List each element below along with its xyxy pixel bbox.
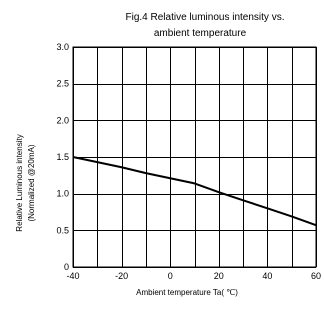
x-tick-label: 40 — [262, 271, 272, 281]
y-axis-label-group: Relative Luminous intensity (Normalized … — [15, 134, 36, 231]
series-layer — [72, 156, 317, 227]
y-tick-label: 3.0 — [56, 42, 69, 52]
x-axis-label: Ambient temperature Ta( ℃) — [136, 288, 238, 297]
y-tick-label: 2.0 — [56, 115, 69, 125]
x-tick-label: -40 — [66, 271, 79, 281]
y-axis-sublabel: (Normalized @20mA) — [27, 144, 36, 221]
grid — [73, 47, 317, 268]
series-line — [72, 156, 317, 227]
y-axis-label: Relative Luminous intensity — [15, 134, 24, 231]
chart-title: Fig.4 Relative luminous intensity vs. — [126, 12, 285, 23]
y-tick-labels: 0 0.5 1.0 1.5 2.0 2.5 3.0 — [56, 42, 69, 272]
x-tick-labels: -40 -20 0 20 40 60 — [66, 271, 321, 281]
y-tick-label: 1.0 — [56, 189, 69, 199]
y-tick-label: 0 — [64, 262, 69, 272]
x-tick-label: 60 — [311, 271, 321, 281]
chart-subtitle: ambient temperature — [154, 28, 247, 39]
y-tick-label: 0.5 — [56, 225, 69, 235]
y-tick-label: 2.5 — [56, 79, 69, 89]
x-tick-label: 20 — [214, 271, 224, 281]
x-tick-label: -20 — [115, 271, 128, 281]
x-tick-label: 0 — [168, 271, 173, 281]
y-tick-label: 1.5 — [56, 152, 69, 162]
